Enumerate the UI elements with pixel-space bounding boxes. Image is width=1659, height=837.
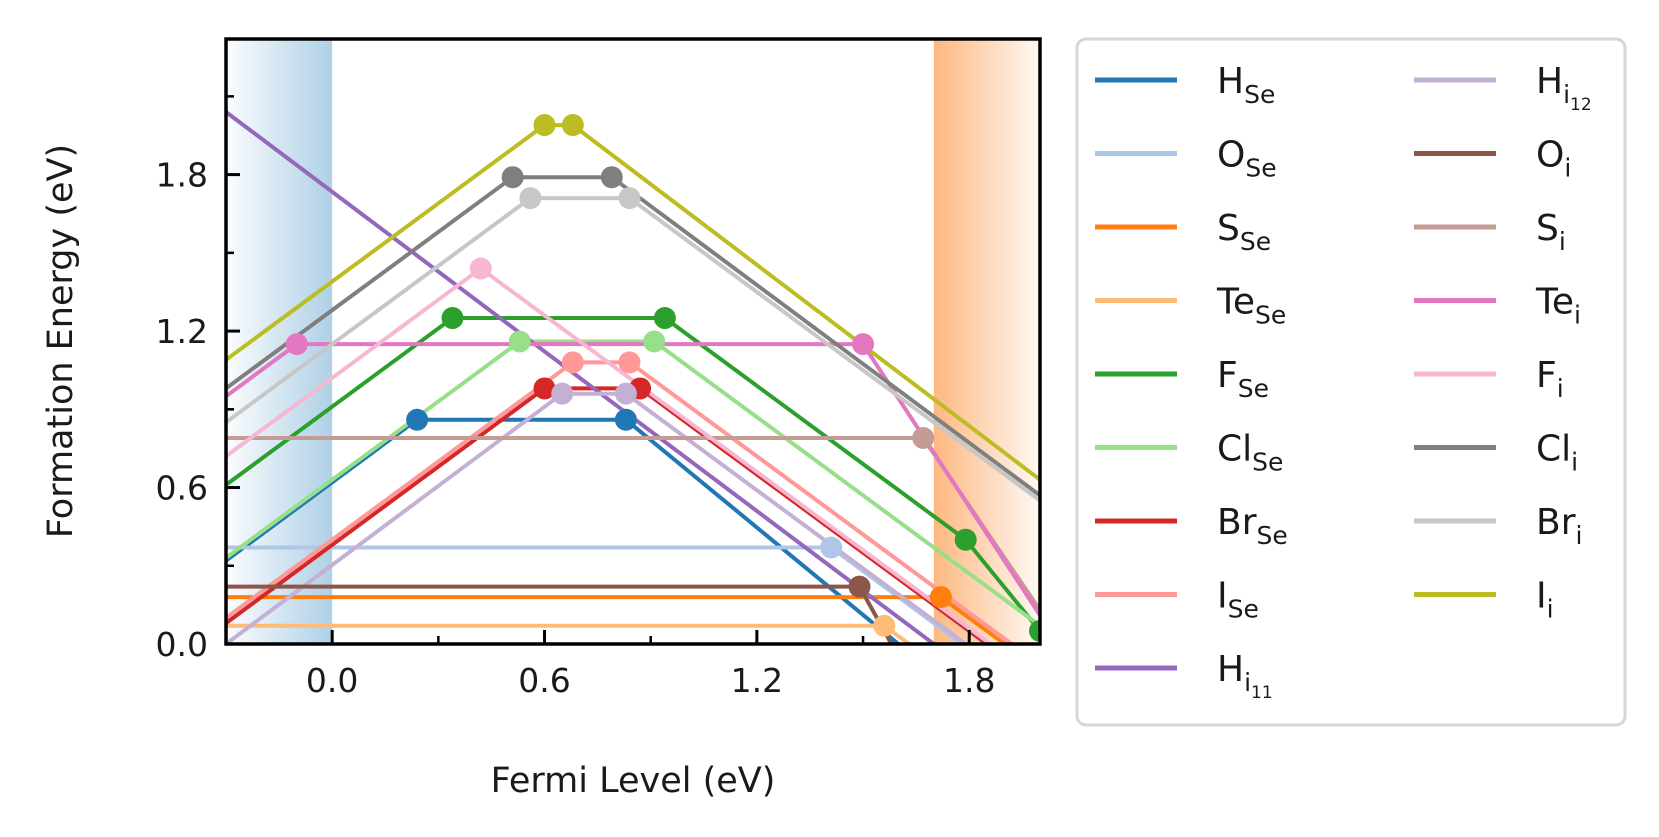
legend-box bbox=[1075, 37, 1627, 727]
legend-item-hi12: Hi12 bbox=[1414, 61, 1592, 115]
legend-item-oi: Oi bbox=[1414, 135, 1571, 183]
data-point-brse-0 bbox=[533, 377, 556, 400]
series-line-hse bbox=[226, 417, 901, 644]
legend-item-bri: Bri bbox=[1414, 502, 1582, 550]
legend-item-hse: HSe bbox=[1095, 61, 1275, 109]
y-tick-label: 0.0 bbox=[156, 625, 208, 664]
data-point-oi-0 bbox=[848, 575, 871, 598]
data-point-bri-0 bbox=[519, 187, 542, 210]
data-point-tese-0 bbox=[873, 614, 896, 637]
legend-label: Oi bbox=[1536, 135, 1571, 183]
legend-item-fse: FSe bbox=[1095, 355, 1269, 403]
x-tick-label: 1.8 bbox=[943, 661, 995, 700]
legend-item-brse: BrSe bbox=[1095, 502, 1288, 550]
x-tick-label: 1.2 bbox=[731, 661, 783, 700]
legend-label: Cli bbox=[1536, 429, 1578, 477]
data-point-tei-0 bbox=[285, 333, 308, 356]
data-point-fse-0 bbox=[441, 307, 464, 330]
series-line-clse bbox=[226, 339, 1040, 628]
y-tick-label: 1.8 bbox=[156, 156, 208, 195]
series-line-cli bbox=[226, 175, 1040, 498]
axis-ticks: 0.0 0.6 1.2 1.8 0.0 0.6 1.2 1.8 bbox=[156, 95, 995, 700]
legend-label: Si bbox=[1536, 208, 1566, 256]
legend-item-fi: Fi bbox=[1414, 355, 1564, 403]
legend-label: SSe bbox=[1217, 208, 1271, 256]
legend-item-tese: TeSe bbox=[1095, 282, 1286, 330]
data-point-ose-0 bbox=[820, 536, 843, 559]
legend-item-ii: Ii bbox=[1414, 576, 1554, 624]
data-point-hi12-1 bbox=[614, 382, 637, 405]
conduction-band-region bbox=[933, 39, 1040, 644]
legend-label: ClSe bbox=[1217, 429, 1283, 477]
data-point-clse-0 bbox=[508, 330, 531, 353]
data-point-ise-0 bbox=[561, 351, 584, 374]
legend-item-ose: OSe bbox=[1095, 135, 1277, 183]
legend-label: Hi11 bbox=[1217, 649, 1273, 703]
y-axis-label: Formation Energy (eV) bbox=[41, 144, 81, 538]
legend: HSe OSe SSe TeSe FSe ClSe BrSe ISe Hi11 Hi12 Oi Si T… bbox=[1095, 61, 1592, 703]
legend-item-hi11: Hi11 bbox=[1095, 649, 1273, 703]
data-point-fse-2 bbox=[954, 528, 977, 551]
series-line-hi11 bbox=[226, 110, 936, 644]
data-point-hse-1 bbox=[614, 408, 637, 431]
series-line-ise bbox=[226, 360, 1016, 644]
data-point-bri-1 bbox=[618, 187, 641, 210]
data-point-sse-0 bbox=[929, 586, 952, 609]
data-point-cli-0 bbox=[501, 166, 524, 189]
legend-item-si: Si bbox=[1414, 208, 1566, 256]
x-axis-label: Fermi Level (eV) bbox=[491, 761, 776, 801]
y-tick-label: 1.2 bbox=[156, 312, 208, 351]
data-point-si-0 bbox=[912, 426, 935, 449]
y-tick-label: 0.6 bbox=[156, 469, 208, 508]
legend-item-ise: ISe bbox=[1095, 576, 1259, 624]
legend-label: HSe bbox=[1217, 61, 1275, 109]
data-point-clse-1 bbox=[643, 330, 666, 353]
data-point-ii-1 bbox=[561, 114, 584, 137]
legend-label: Tei bbox=[1535, 282, 1581, 330]
data-point-fi-0 bbox=[469, 257, 492, 280]
legend-item-cli: Cli bbox=[1414, 429, 1578, 477]
legend-label: ISe bbox=[1217, 576, 1259, 624]
series-line-si bbox=[226, 436, 1040, 613]
legend-label: FSe bbox=[1217, 355, 1269, 403]
legend-item-tei: Tei bbox=[1414, 282, 1581, 330]
x-tick-label: 0.0 bbox=[306, 661, 358, 700]
plot-frame bbox=[224, 37, 1042, 646]
legend-item-clse: ClSe bbox=[1095, 429, 1283, 477]
legend-label: Hi12 bbox=[1536, 61, 1592, 115]
legend-label: OSe bbox=[1217, 135, 1277, 183]
data-point-ise-1 bbox=[618, 351, 641, 374]
data-point-cli-1 bbox=[600, 166, 623, 189]
data-point-fse-1 bbox=[653, 307, 676, 330]
series-line-bri bbox=[226, 196, 1040, 503]
series-line-tei bbox=[226, 342, 1040, 618]
legend-item-sse: SSe bbox=[1095, 208, 1271, 256]
legend-label: TeSe bbox=[1216, 282, 1286, 330]
legend-label: Fi bbox=[1536, 355, 1564, 403]
data-point-fse-3 bbox=[1029, 619, 1040, 642]
data-point-hi12-0 bbox=[551, 382, 574, 405]
legend-label: Bri bbox=[1536, 502, 1582, 550]
legend-label: BrSe bbox=[1217, 502, 1288, 550]
legend-label: Ii bbox=[1536, 576, 1554, 624]
data-point-hse-0 bbox=[406, 408, 429, 431]
data-point-ii-0 bbox=[533, 114, 556, 137]
series-markers bbox=[285, 114, 1040, 642]
series-line-ii bbox=[226, 123, 1040, 482]
x-tick-label: 0.6 bbox=[518, 661, 570, 700]
data-point-tei-1 bbox=[852, 333, 875, 356]
